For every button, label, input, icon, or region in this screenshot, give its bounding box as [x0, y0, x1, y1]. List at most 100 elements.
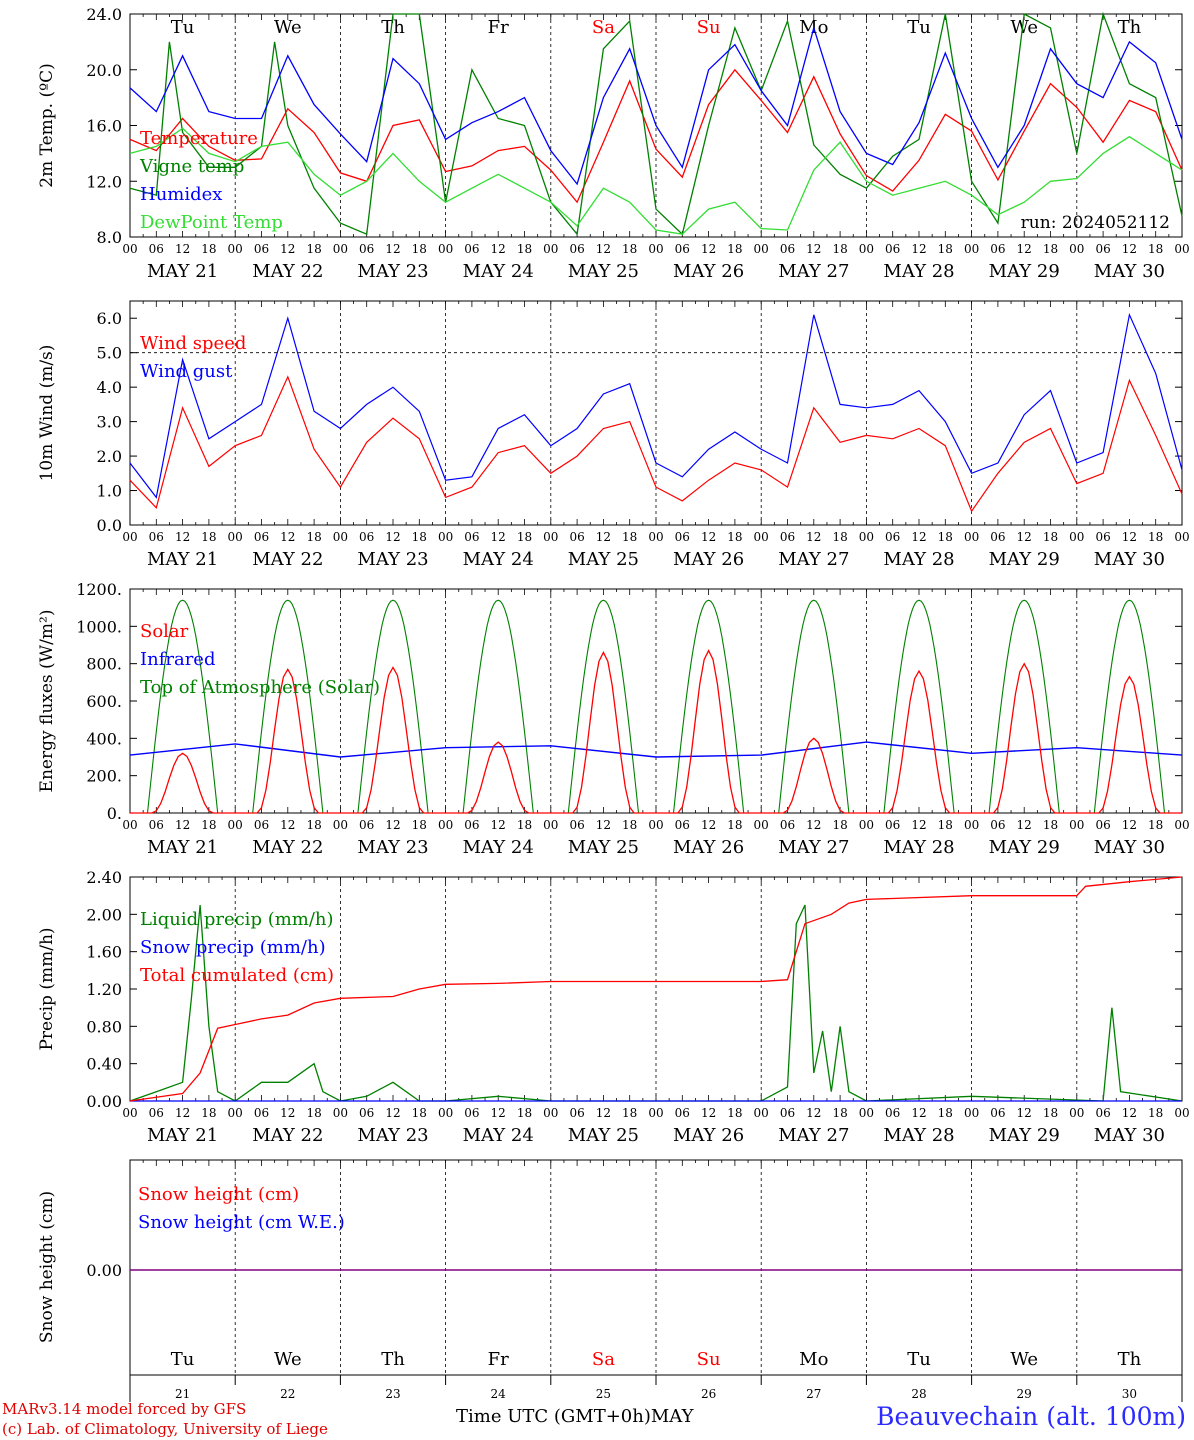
weekday-label: Th	[381, 17, 405, 38]
day-number-label: 29	[1017, 1387, 1032, 1401]
x-tick-label: 12	[701, 818, 716, 832]
x-tick-label: 06	[254, 242, 269, 256]
x-tick-label: 12	[280, 530, 295, 544]
x-tick-label: 18	[727, 818, 742, 832]
weekday-label: Fr	[488, 1349, 509, 1370]
x-tick-label: 00	[543, 242, 558, 256]
y-tick-label: 1200.	[76, 580, 122, 599]
weekday-label: Th	[381, 1349, 405, 1370]
day-number-label: 26	[701, 1387, 716, 1401]
x-tick-label: 06	[254, 818, 269, 832]
x-tick-label: 06	[149, 818, 164, 832]
date-label: MAY 26	[673, 549, 744, 570]
date-label: MAY 21	[147, 549, 218, 570]
series-infrared	[129, 741, 1183, 758]
x-tick-label: 12	[1017, 530, 1032, 544]
date-label: MAY 22	[252, 261, 323, 282]
x-tick-label: 06	[780, 818, 795, 832]
day-number-label: 24	[491, 1387, 507, 1401]
legend-entry: Snow height (cm)	[138, 1184, 299, 1205]
x-tick-label: 06	[149, 1106, 164, 1120]
x-axis-title: Time UTC (GMT+0h)MAY	[456, 1406, 693, 1427]
x-tick-label: 06	[780, 1106, 795, 1120]
x-tick-label: 06	[990, 530, 1005, 544]
x-tick-label: 12	[175, 818, 190, 832]
x-tick-label: 12	[491, 242, 506, 256]
x-tick-label: 00	[859, 242, 874, 256]
x-tick-label: 06	[464, 1106, 479, 1120]
y-tick-label: 1.60	[86, 943, 122, 962]
x-tick-label: 00	[122, 242, 137, 256]
y-tick-label: 0.40	[86, 1055, 122, 1074]
y-axis-label: Snow height (cm)	[37, 1191, 57, 1343]
date-label: MAY 30	[1094, 1125, 1165, 1146]
y-tick-label: 16.0	[86, 117, 122, 136]
x-tick-label: 00	[648, 1106, 663, 1120]
x-tick-label: 12	[806, 818, 821, 832]
x-tick-label: 12	[911, 1106, 926, 1120]
x-tick-label: 12	[1122, 242, 1137, 256]
x-tick-label: 12	[596, 530, 611, 544]
x-tick-label: 00	[754, 818, 769, 832]
y-tick-label: 20.0	[86, 61, 122, 80]
date-label: MAY 29	[989, 261, 1060, 282]
x-tick-label: 18	[306, 530, 321, 544]
x-tick-label: 06	[359, 530, 374, 544]
day-number-label: 27	[806, 1387, 821, 1401]
date-label: MAY 28	[883, 1125, 954, 1146]
x-tick-label: 18	[201, 530, 216, 544]
date-label: MAY 27	[778, 1125, 849, 1146]
x-tick-label: 18	[201, 242, 216, 256]
date-label: MAY 24	[463, 1125, 534, 1146]
y-tick-label: 800.	[86, 655, 122, 674]
x-tick-label: 12	[1122, 530, 1137, 544]
date-label: MAY 23	[357, 1125, 428, 1146]
x-tick-label: 18	[727, 1106, 742, 1120]
weekday-label: Tu	[907, 1349, 931, 1370]
x-tick-label: 18	[1148, 530, 1163, 544]
x-tick-label: 00	[859, 1106, 874, 1120]
x-tick-label: 06	[569, 530, 584, 544]
series-temperature	[129, 68, 1183, 204]
day-number-label: 22	[280, 1387, 295, 1401]
x-tick-label: 00	[648, 818, 663, 832]
x-tick-label: 00	[228, 818, 243, 832]
weekday-label: Su	[697, 17, 721, 38]
panel-frame-2	[129, 300, 1183, 526]
date-label: MAY 27	[778, 549, 849, 570]
x-tick-label: 18	[622, 1106, 637, 1120]
x-tick-label: 00	[754, 242, 769, 256]
x-tick-label: 00	[333, 818, 348, 832]
date-label: MAY 28	[883, 261, 954, 282]
day-number-label: 30	[1122, 1387, 1137, 1401]
x-tick-label: 18	[1148, 242, 1163, 256]
weekday-label: Sa	[592, 17, 615, 38]
x-tick-label: 00	[648, 242, 663, 256]
x-tick-label: 00	[438, 530, 453, 544]
x-tick-label: 18	[517, 530, 532, 544]
x-tick-label: 12	[911, 242, 926, 256]
x-tick-label: 06	[990, 818, 1005, 832]
day-number-label: 23	[385, 1387, 400, 1401]
y-tick-label: 2.40	[86, 868, 122, 887]
date-label: MAY 21	[147, 1125, 218, 1146]
legend-entry: Snow height (cm W.E.)	[138, 1212, 345, 1233]
y-tick-label: 400.	[86, 729, 122, 748]
x-tick-label: 12	[806, 530, 821, 544]
y-tick-label: 24.0	[86, 5, 122, 24]
date-label: MAY 26	[673, 1125, 744, 1146]
x-tick-label: 12	[385, 242, 400, 256]
legend-entry: Wind speed	[140, 333, 246, 354]
x-tick-label: 00	[754, 1106, 769, 1120]
x-tick-label: 12	[1017, 242, 1032, 256]
y-tick-label: 1.20	[86, 980, 122, 999]
date-label: MAY 24	[463, 549, 534, 570]
y-tick-label: 200.	[86, 767, 122, 786]
weekday-label: Mo	[799, 1349, 828, 1370]
x-tick-label: 12	[806, 242, 821, 256]
series-wind-gust	[129, 312, 1183, 499]
x-tick-label: 18	[938, 818, 953, 832]
x-tick-label: 12	[911, 818, 926, 832]
x-tick-label: 06	[990, 242, 1005, 256]
